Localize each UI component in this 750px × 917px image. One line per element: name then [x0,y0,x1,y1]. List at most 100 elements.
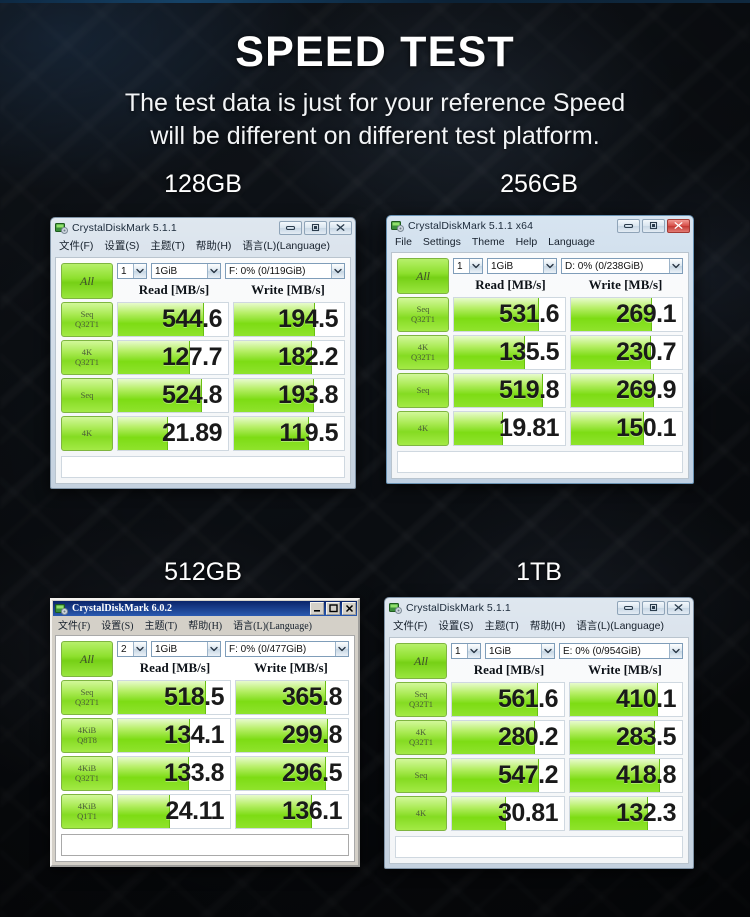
row-label[interactable]: 4K [61,416,113,451]
row-label[interactable]: 4KiB Q1T1 [61,794,113,829]
all-button[interactable]: All [61,263,113,299]
maximize-button[interactable] [642,600,665,615]
cdm-window-128gb[interactable]: CrystalDiskMark 5.1.1 文件(F) 设置(S) 主题(T) 帮助(H… [50,217,356,489]
menu-item-1[interactable]: File [395,236,412,248]
drive-select[interactable]: F: 0% (0/477GiB) [225,641,349,657]
table-row: 4K 30.81 132.3 [395,796,683,831]
menu-item-2[interactable]: 设置(S) [104,240,140,252]
table-row: 4K 19.81 150.1 [397,411,683,446]
menu-item-2[interactable]: Settings [422,236,461,248]
close-button[interactable] [667,218,690,233]
row-label-top: Seq [414,769,428,780]
app-disk-icon [55,222,68,234]
menu-item-5[interactable]: Language [548,236,595,248]
close-button[interactable] [342,602,356,615]
test-size-select[interactable]: 1GiB [151,641,221,657]
menu-item-3[interactable]: 主题(T) [484,620,519,632]
chevron-down-icon [467,644,480,658]
write-value-cell: 269.9 [570,373,683,408]
row-label[interactable]: 4K [395,796,447,831]
capacity-label-128gb: 128GB [164,170,242,198]
minimize-button[interactable] [617,600,640,615]
read-value-cell: 133.8 [117,756,231,791]
test-size-value: 1GiB [155,265,178,277]
run-count-select[interactable]: 2 [117,641,147,657]
menu-item-2[interactable]: 设置(S) [438,620,474,632]
cdm-window-1tb[interactable]: CrystalDiskMark 5.1.1 文件(F) 设置(S) 主题(T) 帮助(H… [384,597,694,869]
minimize-button[interactable] [310,602,324,615]
maximize-button[interactable] [642,218,665,233]
menu-item-1[interactable]: 文件(F) [59,240,94,252]
menu-item-4[interactable]: 帮助(H) [195,240,232,252]
run-count-select[interactable]: 1 [451,643,481,659]
write-value: 182.2 [277,343,339,371]
row-label[interactable]: Seq [61,378,113,413]
table-row: Seq Q32T1 561.6 410.1 [395,682,683,717]
run-count-select[interactable]: 1 [117,263,147,279]
read-value-cell: 135.5 [453,335,566,370]
row-label[interactable]: 4K Q32T1 [61,340,113,375]
menu-item-3[interactable]: Theme [471,236,505,248]
minimize-button[interactable] [617,218,640,233]
all-button[interactable]: All [61,641,113,677]
write-value-cell: 299.8 [235,718,349,753]
row-label[interactable]: Seq Q32T1 [395,682,447,717]
column-headers: Read [MB/s] Write [MB/s] [453,277,683,293]
test-size-select[interactable]: 1GiB [485,643,555,659]
menu-item-4[interactable]: 帮助(H) [529,620,566,632]
read-value-cell: 561.6 [451,682,565,717]
background-top-accent-line [0,0,750,3]
titlebar: CrystalDiskMark 5.1.1 [52,219,354,236]
window-controls [617,218,690,233]
menu-item-4[interactable]: Help [515,236,538,248]
drive-select[interactable]: D: 0% (0/238GiB) [561,258,683,274]
row-label[interactable]: 4KiB Q32T1 [61,756,113,791]
all-button[interactable]: All [397,258,449,294]
row-label-bottom: Q32T1 [408,736,434,747]
control-row: All 1 1GiB E: 0% (0/954GiB) Read [MB/s] Write… [395,643,683,679]
menu-item-4[interactable]: 帮助(H) [188,621,223,632]
row-label[interactable]: Seq Q32T1 [397,297,449,332]
maximize-button[interactable] [326,602,340,615]
minimize-button[interactable] [279,220,302,235]
drive-value: D: 0% (0/238GiB) [565,260,644,272]
menu-item-5[interactable]: 语言(L)(Language) [576,620,664,632]
row-label[interactable]: Seq [397,373,449,408]
cdm-window-256gb[interactable]: CrystalDiskMark 5.1.1 x64 File Settings The… [386,215,694,484]
test-size-select[interactable]: 1GiB [151,263,221,279]
write-column-header: Write [MB/s] [254,660,328,675]
maximize-button[interactable] [304,220,327,235]
column-headers: Read [MB/s] Write [MB/s] [117,660,349,676]
menu-item-1[interactable]: 文件(F) [58,621,91,632]
menu-item-3[interactable]: 主题(T) [150,240,185,252]
row-label[interactable]: 4K [397,411,449,446]
row-label[interactable]: Seq Q32T1 [61,302,113,337]
row-label[interactable]: 4KiB Q8T8 [61,718,113,753]
close-button[interactable] [329,220,352,235]
write-value-bar [234,303,316,336]
test-size-select[interactable]: 1GiB [487,258,557,274]
row-label[interactable]: Seq Q32T1 [61,680,113,715]
row-label[interactable]: 4K Q32T1 [395,720,447,755]
menu-item-5[interactable]: 语言(L)(Language) [242,240,330,252]
drive-value: F: 0% (0/119GiB) [229,265,306,277]
read-value-cell: 127.7 [117,340,229,375]
menu-item-5[interactable]: 语言(L)(Language) [233,621,312,632]
close-button[interactable] [667,600,690,615]
cdm-window-512gb[interactable]: CrystalDiskMark 6.0.2 文件(F) 设置(S) 主题(T) 帮助(H… [50,598,360,867]
drive-select[interactable]: F: 0% (0/119GiB) [225,263,345,279]
row-label[interactable]: 4K Q32T1 [397,335,449,370]
menu-item-1[interactable]: 文件(F) [393,620,428,632]
row-label[interactable]: Seq [395,758,447,793]
write-value: 119.5 [279,419,338,447]
read-value-bar [118,379,202,412]
column-headers: Read [MB/s] Write [MB/s] [451,662,683,678]
write-value-cell: 418.8 [569,758,683,793]
menu-item-3[interactable]: 主题(T) [144,621,178,632]
menu-item-2[interactable]: 设置(S) [101,621,134,632]
drive-select[interactable]: E: 0% (0/954GiB) [559,643,683,659]
titlebar: CrystalDiskMark 6.0.2 [53,601,357,616]
all-button[interactable]: All [395,643,447,679]
run-count-select[interactable]: 1 [453,258,483,274]
control-right: 1 1GiB D: 0% (0/238GiB) Read [MB/s] Write [M… [453,258,683,293]
